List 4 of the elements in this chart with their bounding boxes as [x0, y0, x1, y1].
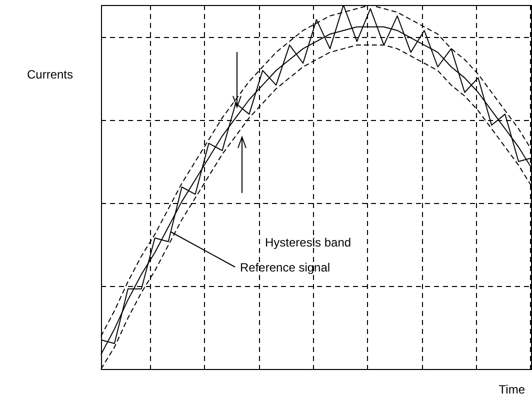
x-axis-title: Time [498, 382, 526, 396]
y-axis-title: Currents [27, 67, 74, 82]
annotation: Hysteresis band [265, 235, 352, 250]
annotation: Reference signal [240, 260, 330, 274]
